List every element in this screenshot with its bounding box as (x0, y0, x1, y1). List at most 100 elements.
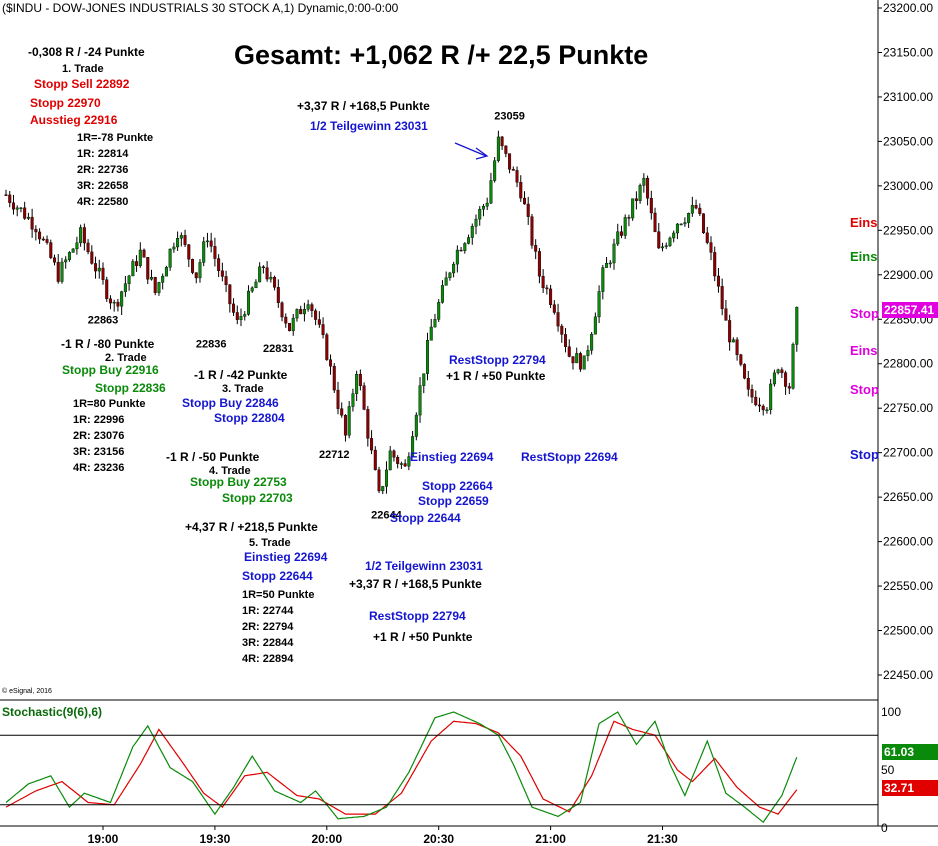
trade1-stopp-sell: Stopp Sell 22892 (34, 77, 130, 91)
candle-body (679, 223, 683, 226)
reststopp: RestStopp 22794 (449, 353, 546, 367)
candle-body (746, 378, 750, 390)
low-reststopp: RestStopp 22794 (369, 609, 466, 623)
candle-body (605, 263, 609, 268)
candle-body (750, 389, 754, 398)
candle-body (45, 239, 49, 243)
candle-body (560, 325, 564, 335)
top-partial: 1/2 Teilgewinn 23031 (310, 119, 428, 133)
candle-body (205, 240, 209, 243)
candle-body (325, 334, 329, 360)
reststopp-2: RestStopp 22694 (521, 450, 618, 464)
candle-body (112, 301, 116, 304)
candle-body (288, 323, 292, 332)
candle-body (355, 374, 359, 394)
candle-body (202, 241, 206, 263)
candle-body (582, 355, 586, 370)
candle-body (519, 182, 523, 199)
trade2-level: 1R=80 Punkte (73, 398, 146, 410)
candle-body (571, 356, 575, 364)
candle-body (765, 409, 769, 412)
reststopp-result: +1 R / +50 Punkte (446, 369, 546, 383)
candle-body (131, 261, 135, 277)
trade1-result: -0,308 R / -24 Punkte (28, 45, 145, 59)
price-label: 22831 (263, 343, 294, 355)
trade5-level: 1R: 22744 (242, 605, 294, 617)
candle-body (276, 287, 280, 304)
trade2-level: 4R: 23236 (73, 462, 125, 474)
candle-body (493, 160, 497, 181)
candle-body (474, 218, 478, 227)
candle-body (534, 245, 538, 252)
price-label: 22863 (88, 315, 119, 327)
price-label: 22836 (196, 339, 227, 351)
price-tick-label: 22650.00 (883, 490, 933, 504)
candle-body (515, 170, 519, 183)
candle-body (508, 153, 512, 170)
trade2-stopp-buy: Stopp Buy 22916 (62, 363, 159, 377)
stoch-tick-label: 50 (881, 763, 895, 777)
trade3-stopp: Stopp 22804 (214, 411, 285, 425)
candle-body (198, 262, 202, 279)
candle-body (403, 463, 407, 467)
candle-body (627, 217, 631, 219)
candle-body (127, 275, 131, 284)
candle-body (440, 285, 444, 303)
candle-body (82, 227, 86, 244)
time-tick-label: 20:00 (311, 832, 342, 846)
candle-body (657, 231, 661, 249)
trade2-level: 3R: 23156 (73, 446, 125, 458)
trade5-level: 3R: 22844 (242, 637, 294, 649)
candle-body (11, 202, 15, 210)
candle-body (567, 346, 571, 357)
candle-body (646, 177, 650, 199)
edge-clipped-label: Stop (850, 382, 879, 397)
candle-body (26, 216, 30, 219)
candle-body (224, 276, 228, 285)
candle-body (616, 231, 620, 245)
time-tick-label: 21:30 (647, 832, 678, 846)
stopp-22664: Stopp 22664 (422, 479, 493, 493)
time-tick-label: 19:30 (200, 832, 231, 846)
candle-body (675, 223, 679, 234)
top-result: +3,37 R / +168,5 Punkte (297, 99, 430, 113)
trade2-name: 2. Trade (105, 352, 147, 364)
candle-body (64, 259, 68, 263)
chart-title: ($INDU - DOW-JONES INDUSTRIALS 30 STOCK … (2, 1, 399, 15)
copyright: © eSignal, 2016 (2, 688, 52, 695)
candle-body (176, 238, 180, 248)
candle-body (683, 222, 687, 225)
candle-body (392, 450, 396, 458)
candle-body (358, 374, 362, 386)
trade1-level: 3R: 22658 (77, 180, 129, 192)
candle-body (549, 288, 553, 305)
candle-body (23, 207, 27, 219)
edge-clipped-label: Stop (850, 447, 879, 462)
candle-body (455, 249, 459, 265)
candle-body (15, 207, 19, 210)
candle-body (702, 213, 706, 234)
trade5-name: 5. Trade (249, 537, 291, 549)
trade5-level: 2R: 22794 (242, 621, 294, 633)
candle-body (694, 205, 698, 209)
candle-body (8, 194, 12, 203)
candle-body (146, 257, 150, 280)
candle-body (728, 320, 732, 343)
low-result: +1 R / +50 Punkte (373, 630, 473, 644)
candle-body (511, 169, 515, 171)
candle-body (713, 252, 717, 277)
candle-body (619, 231, 623, 236)
candle-body (586, 350, 590, 356)
candle-body (41, 238, 45, 241)
candle-body (672, 232, 676, 239)
candle-body (761, 405, 765, 411)
time-tick-label: 19:00 (88, 832, 119, 846)
trade1-level: 1R=-78 Punkte (77, 132, 154, 144)
candle-body (172, 246, 176, 250)
candle-body (75, 242, 79, 250)
price-label: 22644 (371, 509, 402, 521)
candle-body (157, 282, 161, 293)
candle-body (668, 237, 672, 246)
trade5-einstieg: Einstieg 22694 (244, 550, 328, 564)
candle-body (687, 213, 691, 223)
